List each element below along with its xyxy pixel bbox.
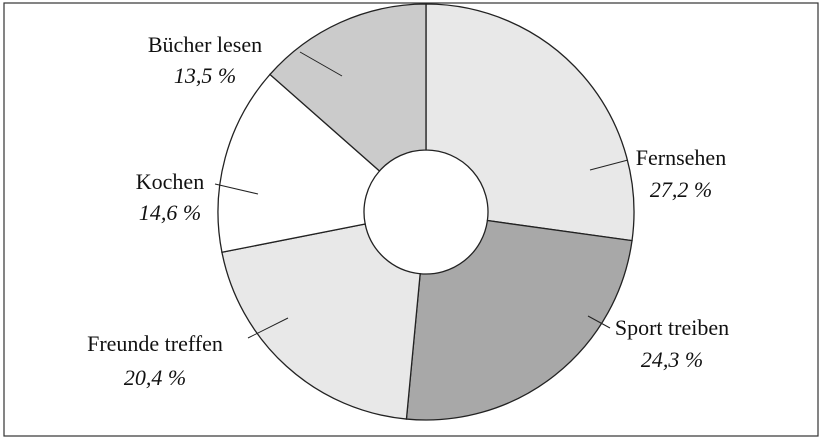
slice-label: Fernsehen [636, 145, 726, 170]
value-label: 13,5 % [174, 63, 236, 88]
chart: Fernsehen 27,2 % Sport treiben 24,3 % Freund… [0, 0, 822, 440]
value-label: 20,4 % [124, 365, 186, 390]
slice-label: Bücher lesen [148, 32, 262, 57]
slice-label: Kochen [136, 169, 204, 194]
value-label: 14,6 % [139, 200, 201, 225]
slice-label: Freunde treffen [87, 331, 223, 356]
value-label: 24,3 % [641, 347, 703, 372]
slice-label: Sport treiben [615, 315, 729, 340]
value-label: 27,2 % [650, 177, 712, 202]
